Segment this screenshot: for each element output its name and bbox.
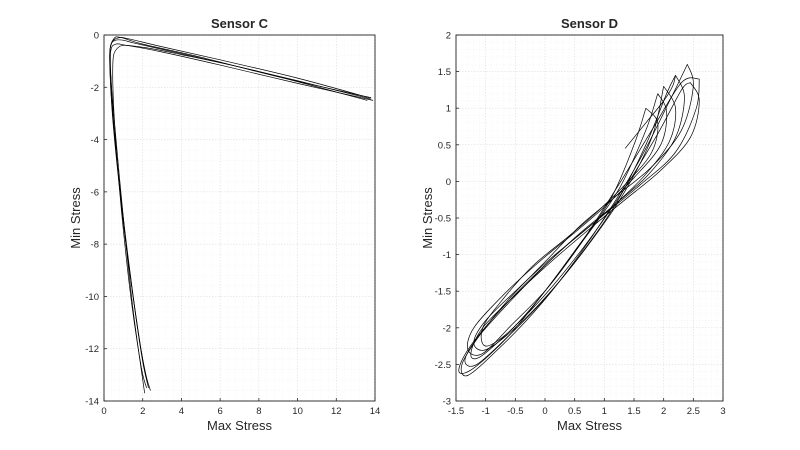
x-axis-label: Max Stress: [207, 418, 273, 433]
y-tick-label: -6: [91, 187, 99, 198]
x-tick-label: 2: [140, 406, 145, 417]
series-line-3: [458, 77, 700, 374]
series-layer: [109, 36, 374, 394]
y-tick-label: -2.5: [435, 360, 451, 371]
x-tick-label: 3: [720, 406, 725, 417]
y-tick-label: -1: [443, 250, 451, 261]
y-tick-label: -4: [91, 135, 99, 146]
x-tick-label: 8: [256, 406, 261, 417]
plot-area: [103, 34, 376, 402]
series-line-5: [109, 36, 372, 394]
y-axis-label: Min Stress: [68, 187, 83, 249]
y-tick-label: 0: [446, 177, 451, 188]
series-line-3: [109, 43, 374, 391]
y-tick-labels: 2 1.5 1 0.5 0 -0.5 -1 -1.5 -2 -2.5 -3: [435, 31, 451, 408]
x-tick-label: 14: [370, 406, 381, 417]
plot-frame: [103, 34, 376, 402]
x-tick-label: 6: [217, 406, 222, 417]
series-line-6: [466, 93, 668, 356]
x-tick-labels: -1.5 -1 -0.5 0 0.5 1 1.5 2 2.5 3: [448, 406, 726, 417]
series-layer: [458, 64, 700, 377]
y-tick-labels: 0 -2 -4 -6 -8 -10 -12 -14: [85, 31, 99, 408]
x-tick-label: 0: [542, 406, 547, 417]
y-axis-label: Min Stress: [420, 187, 435, 249]
x-tick-label: 2.5: [687, 406, 700, 417]
y-tick-label: -1.5: [435, 287, 451, 298]
x-tick-label: 1: [602, 406, 607, 417]
y-tick-label: -2: [91, 83, 99, 94]
y-tick-label: -2: [443, 323, 451, 334]
x-tick-label: 12: [331, 406, 342, 417]
x-tick-label: 10: [292, 406, 303, 417]
series-line-8: [624, 75, 676, 149]
chart-sensor-d: -1.5 -1 -0.5 0 0.5 1 1.5 2 2.5 3 21.510.50-0.5-1-…: [420, 16, 726, 433]
series-line-2: [473, 86, 677, 351]
x-tick-label: 2: [661, 406, 666, 417]
x-axis-label: Max Stress: [557, 418, 623, 433]
chart-title: Sensor D: [561, 16, 618, 31]
x-tick-labels: 0 2 4 6 8 10 12 14: [101, 406, 380, 417]
y-tick-label: -8: [91, 240, 99, 251]
chart-sensor-c: 0 2 4 6 8 10 12 14 0-2-4-6-8-10-12-14 Sensor C …: [68, 16, 380, 433]
y-tick-label: 1.5: [438, 67, 451, 78]
chart-title: Sensor C: [211, 16, 269, 31]
y-tick-label: 0.5: [438, 140, 451, 151]
x-tick-label: -1: [481, 406, 489, 417]
y-tick-label: 1: [446, 104, 451, 115]
y-tick-label: -0.5: [435, 214, 451, 225]
y-tick-label: 0: [94, 31, 99, 42]
y-tick-label: -10: [85, 292, 99, 303]
y-tick-label: 2: [446, 31, 451, 42]
x-tick-label: 0: [101, 406, 106, 417]
y-tick-label: -14: [85, 397, 99, 408]
x-tick-label: -1.5: [448, 406, 464, 417]
series-line-7: [470, 82, 700, 360]
x-tick-label: 1.5: [627, 406, 640, 417]
plot-frame: [455, 34, 724, 402]
x-tick-label: -0.5: [507, 406, 523, 417]
series-line-5: [464, 75, 685, 367]
y-tick-label: -12: [85, 344, 99, 355]
x-tick-label: 4: [179, 406, 184, 417]
x-tick-label: 0.5: [568, 406, 581, 417]
y-tick-label: -3: [443, 397, 451, 408]
